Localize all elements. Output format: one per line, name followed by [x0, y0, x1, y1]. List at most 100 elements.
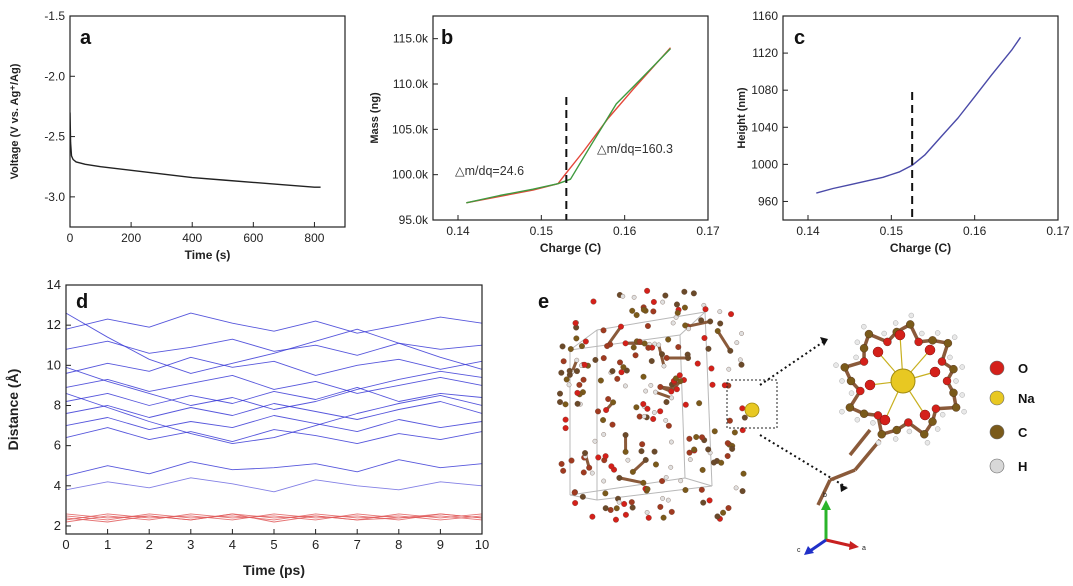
atom: [712, 428, 718, 434]
hydrogen-atom: [855, 417, 860, 422]
atom: [610, 400, 616, 406]
y-axis-label: Distance (Å): [5, 369, 21, 451]
legend-label: H: [1018, 459, 1027, 474]
atom: [915, 338, 923, 346]
atom: [567, 368, 573, 374]
atom: [718, 460, 724, 466]
atom: [920, 430, 928, 438]
atom: [674, 315, 678, 319]
x-tick-label: 1: [104, 537, 111, 552]
bond: [619, 478, 643, 483]
atom: [590, 471, 594, 475]
atom: [626, 458, 630, 462]
atom: [604, 343, 610, 349]
legend-label: O: [1018, 361, 1028, 376]
atom: [715, 328, 721, 334]
atom: [646, 345, 652, 351]
triad-arrow-b: [821, 500, 831, 510]
x-axis-label: Charge (C): [890, 241, 951, 255]
x-axis-label: Time (s): [185, 248, 231, 262]
atom: [709, 366, 715, 372]
atom: [595, 455, 601, 461]
atom: [705, 447, 711, 453]
panel-label-e: e: [538, 291, 549, 313]
series-group: [70, 113, 321, 188]
series-line-11: [66, 393, 482, 443]
atom: [645, 323, 651, 329]
atom: [659, 351, 665, 357]
atom: [664, 475, 668, 479]
atom: [666, 423, 672, 429]
atom: [929, 418, 937, 426]
atom: [629, 308, 635, 314]
atom: [560, 468, 566, 474]
y-tick-label: 1120: [752, 46, 778, 60]
atom: [591, 299, 597, 305]
atom: [707, 319, 713, 325]
hydrogen-atom: [861, 324, 866, 329]
x-tick-label: 600: [243, 231, 263, 245]
atom: [557, 399, 563, 405]
atom: [686, 327, 690, 331]
atom: [621, 364, 627, 370]
atom: [739, 331, 743, 335]
x-tick-label: 4: [229, 537, 236, 552]
atom: [674, 386, 680, 392]
atom: [642, 414, 646, 418]
y-axis-label: Voltage (V vs. Ag⁺/Ag): [9, 63, 21, 179]
x-tick-label: 7: [354, 537, 361, 552]
hydrogen-atom: [962, 409, 967, 414]
atom: [649, 383, 653, 387]
hydrogen-atom: [960, 365, 965, 370]
atom: [651, 309, 657, 315]
atom: [856, 387, 864, 395]
y-tick-label: 100.0k: [392, 168, 429, 182]
atom: [601, 328, 607, 334]
atom: [603, 491, 609, 497]
cell-edge: [685, 478, 712, 486]
atom: [949, 389, 957, 397]
series-group: [816, 37, 1020, 193]
panel-label-b: b: [441, 27, 453, 49]
atom: [563, 402, 569, 408]
atom: [637, 339, 643, 345]
atom: [581, 470, 587, 476]
y-tick-label: 6: [54, 438, 61, 453]
atom: [609, 464, 615, 470]
atom: [693, 434, 699, 440]
atom: [669, 509, 675, 515]
hydrogen-atom: [935, 427, 940, 432]
oxygen-atom: [873, 347, 883, 357]
atom: [569, 458, 575, 464]
hydrogen-atom: [854, 355, 859, 360]
atom: [575, 390, 581, 396]
atom: [685, 355, 691, 361]
series-line-5: [66, 387, 482, 405]
atom: [688, 457, 692, 461]
series-line-6: [66, 402, 482, 420]
atom: [560, 344, 566, 350]
atom: [630, 469, 636, 475]
atom: [698, 318, 704, 324]
atom: [683, 487, 689, 493]
y-tick-label: 1040: [751, 120, 778, 134]
atom: [847, 377, 855, 385]
x-tick-label: 0.15: [880, 224, 904, 238]
triad-label-a: a: [862, 545, 866, 552]
atom: [637, 414, 643, 420]
atom: [675, 344, 681, 350]
x-tick-label: 10: [475, 537, 489, 552]
atom: [860, 410, 868, 418]
oxygen-atom: [880, 415, 890, 425]
atom: [623, 449, 629, 455]
atom: [865, 330, 873, 338]
y-tick-label: 95.0k: [399, 213, 429, 227]
atom: [613, 517, 619, 523]
hydrogen-atom: [893, 436, 898, 441]
atom: [938, 358, 946, 366]
atom: [691, 447, 697, 453]
atom: [631, 345, 637, 351]
